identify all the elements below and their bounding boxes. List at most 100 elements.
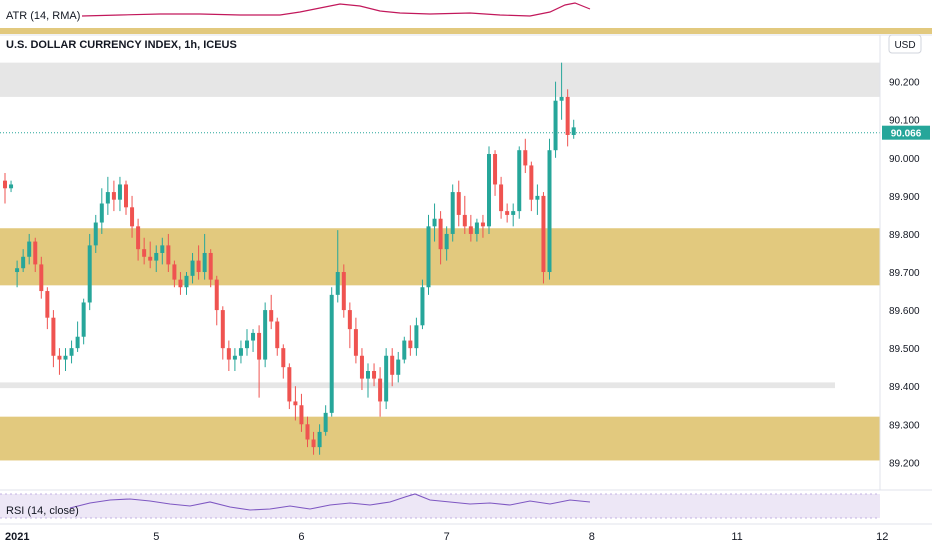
candle — [432, 203, 437, 242]
y-tick-label: 90.100 — [889, 116, 920, 127]
candle — [142, 237, 147, 265]
candle — [517, 146, 522, 219]
candle — [93, 214, 98, 253]
y-tick-label: 89.800 — [889, 230, 920, 241]
candle — [166, 233, 171, 273]
candle — [293, 386, 298, 421]
candle — [444, 226, 449, 261]
rsi-pane: RSI (14, close) — [0, 493, 880, 519]
candle — [305, 416, 310, 448]
candle — [226, 340, 231, 371]
candle — [281, 344, 286, 379]
candle — [535, 184, 540, 215]
candle — [329, 287, 334, 417]
candle — [124, 180, 128, 215]
zone-gold-3 — [0, 416, 880, 461]
y-tick-label: 89.200 — [889, 458, 920, 469]
zone-gray-line-2 — [0, 382, 835, 389]
zone-gray-0 — [0, 62, 880, 97]
candle — [39, 256, 44, 299]
candle — [172, 260, 177, 288]
chart-title: U.S. DOLLAR CURRENCY INDEX, 1h, ICEUS — [6, 39, 237, 51]
y-tick-label: 89.700 — [889, 268, 920, 279]
y-tick-label: 89.900 — [889, 192, 920, 203]
candle — [505, 203, 510, 223]
candle — [21, 249, 26, 273]
candle — [214, 275, 219, 326]
candle — [541, 192, 546, 284]
y-tick-label: 89.500 — [889, 344, 920, 355]
candle — [117, 176, 122, 212]
candle — [75, 321, 80, 352]
candle — [33, 237, 38, 273]
candle — [184, 272, 189, 295]
candle — [251, 329, 256, 352]
candle — [275, 317, 280, 356]
x-tick-label: 5 — [153, 531, 159, 543]
candle — [27, 233, 32, 265]
candle — [450, 184, 455, 242]
candle — [220, 306, 225, 360]
candle — [245, 329, 249, 356]
atr-label: ATR (14, RMA) — [6, 10, 80, 22]
candle — [178, 272, 183, 295]
currency-label: USD — [894, 40, 915, 51]
candle — [529, 161, 534, 212]
candle — [232, 348, 237, 371]
rsi-label: RSI (14, close) — [6, 505, 79, 517]
candle — [257, 325, 262, 398]
candle — [366, 363, 370, 398]
candle — [287, 363, 292, 410]
candle — [3, 173, 7, 204]
svg-text:90.066: 90.066 — [891, 129, 922, 140]
candle — [553, 81, 558, 158]
candle — [148, 241, 153, 269]
x-tick-label: 11 — [731, 531, 742, 543]
y-tick-label: 89.400 — [889, 382, 920, 393]
candle — [408, 325, 413, 356]
candle — [323, 405, 328, 436]
candle — [523, 138, 528, 174]
candle — [359, 348, 364, 391]
currency-button[interactable]: USD — [888, 34, 922, 54]
candle — [468, 214, 473, 242]
candle — [105, 176, 110, 215]
candle — [51, 310, 56, 368]
atr-line — [81, 2, 591, 17]
candle — [63, 348, 68, 371]
candle — [154, 245, 159, 273]
last-price-tag: 90.066 — [882, 125, 930, 140]
candle — [9, 180, 14, 193]
candle — [426, 214, 431, 295]
top-zone-strip-axis — [880, 28, 932, 34]
candle — [565, 89, 570, 147]
candle — [347, 302, 352, 349]
candle — [390, 348, 395, 387]
candle — [238, 340, 243, 364]
price-axis[interactable]: 90.30090.20090.10090.00089.90089.80089.7… — [879, 35, 920, 490]
candle — [196, 245, 201, 280]
candle — [15, 260, 20, 288]
candle — [420, 279, 425, 330]
rsi-line — [69, 493, 591, 511]
candle — [87, 233, 92, 311]
candle — [263, 302, 268, 368]
candle — [190, 252, 195, 284]
candle — [493, 150, 498, 196]
candle — [384, 348, 389, 410]
candle — [299, 393, 304, 432]
candle — [511, 203, 516, 227]
candle — [69, 340, 74, 364]
candle — [547, 138, 552, 280]
candle — [160, 237, 165, 265]
y-tick-label: 89.300 — [889, 420, 920, 431]
candle — [335, 230, 340, 303]
candle — [269, 294, 274, 330]
atr-pane: ATR (14, RMA) — [6, 2, 591, 22]
x-tick-label: 8 — [589, 531, 595, 543]
candle — [99, 188, 104, 234]
x-tick-label: 7 — [444, 531, 450, 543]
candle — [438, 211, 443, 265]
time-axis[interactable]: 20215678111213 — [5, 531, 932, 543]
